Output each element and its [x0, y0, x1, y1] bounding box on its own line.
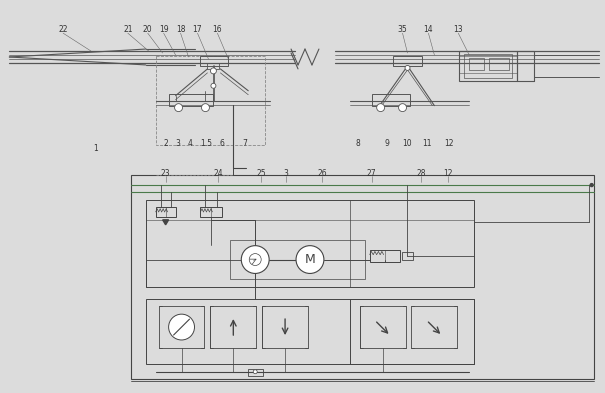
Bar — [371, 94, 410, 106]
Bar — [159, 306, 204, 348]
Bar — [464, 54, 512, 78]
Text: 19: 19 — [159, 25, 168, 34]
Circle shape — [175, 104, 183, 112]
Text: 16: 16 — [212, 25, 222, 34]
Text: 35: 35 — [397, 25, 407, 34]
Text: 12: 12 — [445, 139, 454, 148]
Text: 3: 3 — [284, 169, 289, 178]
Bar — [350, 299, 474, 364]
Text: 20: 20 — [143, 25, 152, 34]
Text: 10: 10 — [402, 139, 411, 148]
Text: 21: 21 — [123, 25, 132, 34]
Text: 3: 3 — [175, 139, 180, 148]
Bar — [155, 56, 265, 145]
Bar — [211, 306, 256, 348]
Circle shape — [241, 246, 269, 274]
Text: 24: 24 — [214, 169, 223, 178]
Text: 7: 7 — [242, 139, 247, 148]
Text: 4: 4 — [188, 139, 193, 148]
Text: 27: 27 — [367, 169, 376, 178]
Text: 18: 18 — [176, 25, 185, 34]
Text: 6: 6 — [220, 139, 225, 148]
Text: 12: 12 — [443, 169, 453, 178]
Bar — [208, 63, 220, 69]
Bar — [131, 175, 594, 379]
Bar — [469, 58, 484, 70]
Circle shape — [253, 370, 257, 374]
Circle shape — [399, 104, 407, 112]
Text: 23: 23 — [161, 169, 171, 178]
Circle shape — [201, 104, 209, 112]
Bar — [360, 306, 405, 348]
Bar — [169, 94, 214, 106]
Bar — [370, 250, 399, 261]
Text: 22: 22 — [58, 25, 68, 34]
Text: 17: 17 — [192, 25, 202, 34]
Circle shape — [211, 68, 217, 74]
Bar — [200, 207, 223, 217]
Bar — [393, 56, 422, 66]
Bar — [231, 240, 365, 279]
Text: 9: 9 — [384, 139, 389, 148]
Polygon shape — [163, 220, 169, 225]
Circle shape — [590, 184, 593, 187]
Text: 25: 25 — [257, 169, 266, 178]
Bar — [146, 200, 474, 287]
Bar — [200, 56, 228, 66]
Circle shape — [296, 246, 324, 274]
Bar — [402, 252, 413, 259]
Text: 1: 1 — [94, 144, 99, 153]
Text: 1.5: 1.5 — [200, 139, 212, 148]
Bar — [411, 306, 457, 348]
Circle shape — [377, 104, 385, 112]
Circle shape — [405, 65, 410, 70]
Text: 14: 14 — [424, 25, 433, 34]
Bar — [262, 306, 308, 348]
Circle shape — [169, 314, 194, 340]
Text: M: M — [304, 253, 315, 266]
Bar — [146, 299, 474, 364]
Text: 13: 13 — [454, 25, 463, 34]
Text: 11: 11 — [423, 139, 432, 148]
Bar — [459, 51, 517, 81]
Text: 28: 28 — [417, 169, 426, 178]
Text: 8: 8 — [355, 139, 360, 148]
Text: 2: 2 — [163, 139, 168, 148]
Bar — [489, 58, 509, 70]
Text: 26: 26 — [317, 169, 327, 178]
Circle shape — [211, 83, 216, 88]
Bar — [155, 207, 175, 217]
Bar — [248, 369, 263, 376]
